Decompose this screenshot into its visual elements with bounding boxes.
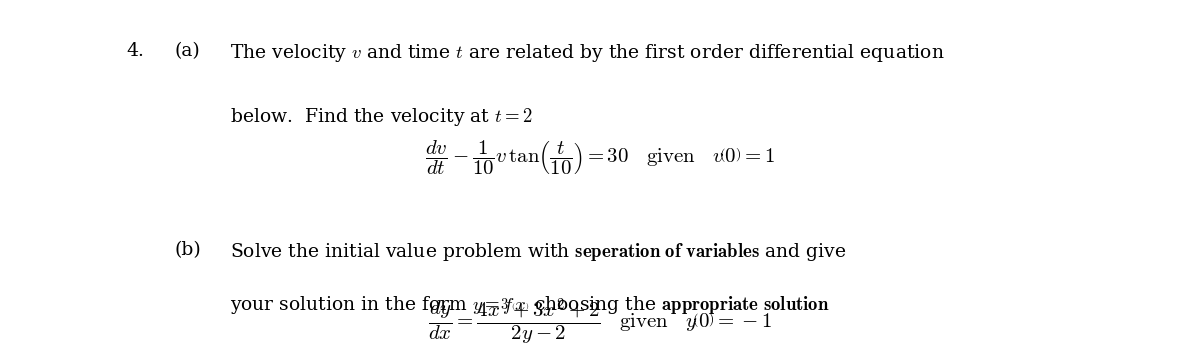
Text: The velocity $v$ and time $t$ are related by the first order differential equati: The velocity $v$ and time $t$ are relate… <box>230 42 944 64</box>
Text: (a): (a) <box>174 42 199 61</box>
Text: (b): (b) <box>174 241 200 259</box>
Text: Solve the initial value problem with $\bf{seperation\ of\ variables}$ and give: Solve the initial value problem with $\b… <box>230 241 847 263</box>
Text: 4.: 4. <box>126 42 144 61</box>
Text: your solution in the form $y = f\left(x\right)$ choosing the $\bf{appropriate\ s: your solution in the form $y = f\left(x\… <box>230 294 830 316</box>
Text: below.  Find the velocity at $t=2$: below. Find the velocity at $t=2$ <box>230 106 533 128</box>
Text: $\dfrac{dv}{dt} - \dfrac{1}{10}v\,\tan\!\left(\dfrac{t}{10}\right) = 30 \quad \m: $\dfrac{dv}{dt} - \dfrac{1}{10}v\,\tan\!… <box>425 138 775 177</box>
Text: $\dfrac{dy}{dx} = \dfrac{4x^3 + 3x^2 + 2}{2y - 2} \quad \mathrm{given} \quad y\!: $\dfrac{dy}{dx} = \dfrac{4x^3 + 3x^2 + 2… <box>428 296 772 347</box>
